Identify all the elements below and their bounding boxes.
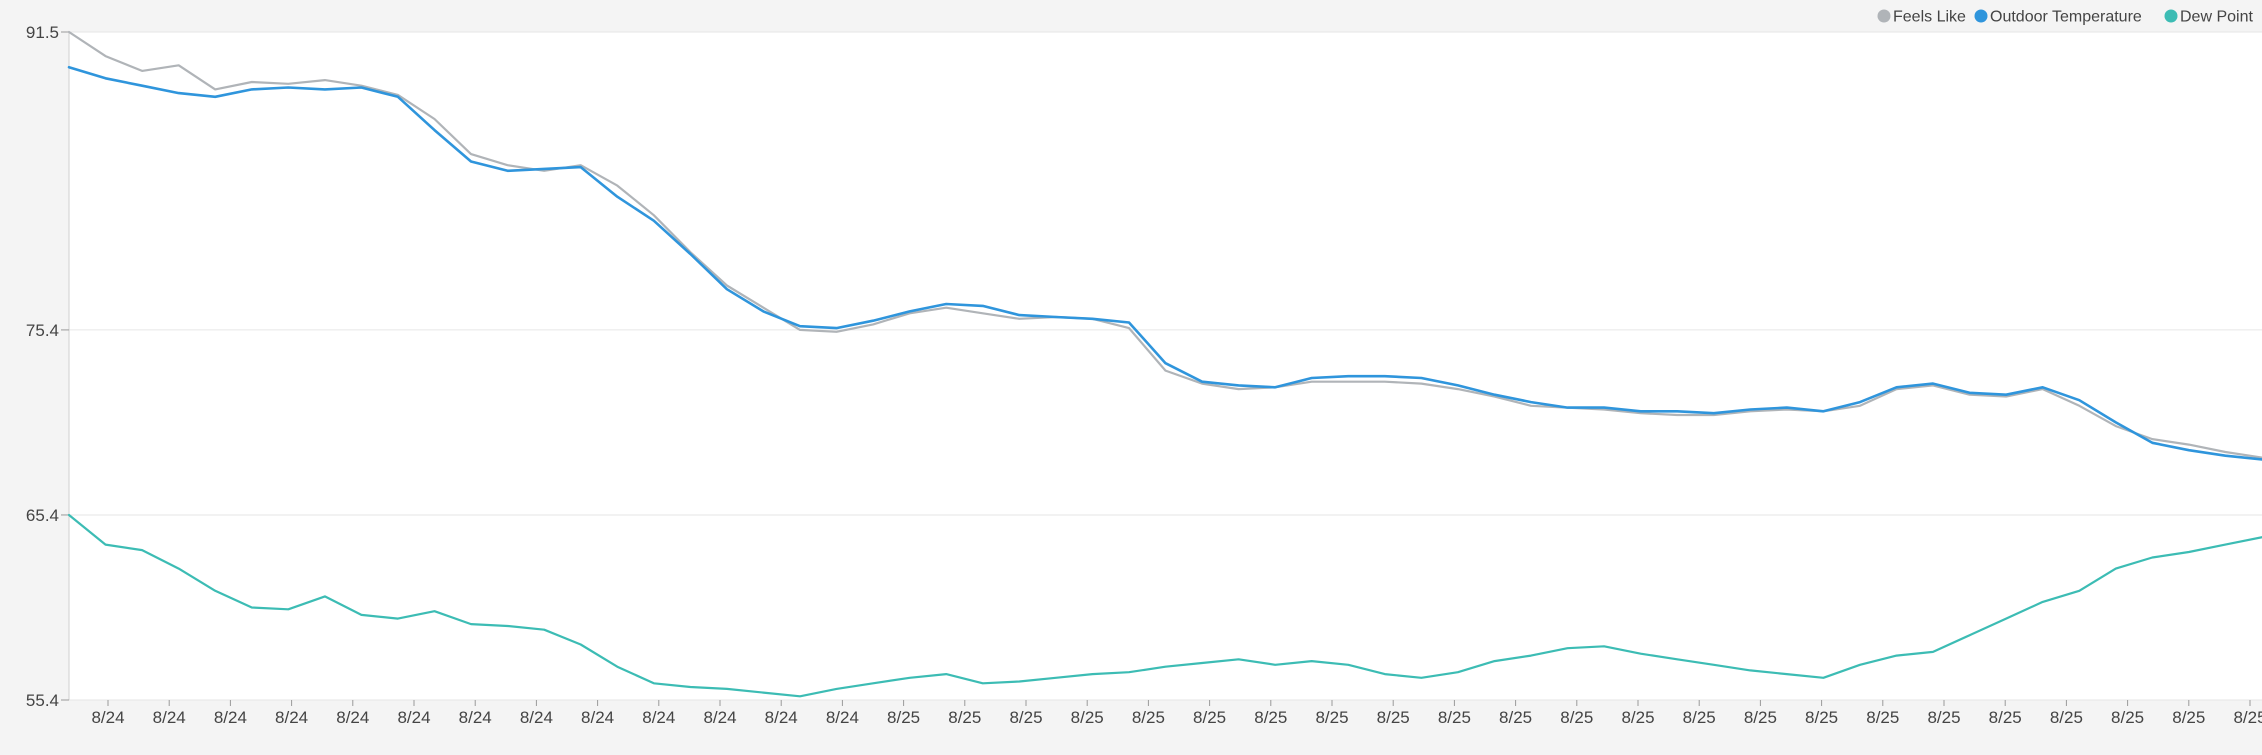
legend-label: Dew Point: [2180, 9, 2253, 26]
x-tick-label: 8/25: [1744, 708, 1777, 727]
plot-background: [69, 32, 2262, 700]
series-line-dew-point: [67, 513, 2262, 698]
x-tick-label: 8/25: [948, 708, 981, 727]
y-tick-labels: 91.5 75.4 65.4 55.4: [26, 23, 69, 710]
series-line-outdoor-temperature: [67, 65, 2262, 461]
x-tick-label: 8/24: [91, 708, 124, 727]
y-tick-label: 65.4: [26, 506, 59, 525]
x-tick-label: 8/25: [2233, 708, 2262, 727]
x-tick-label: 8/25: [1438, 708, 1471, 727]
x-tick-label: 8/25: [2050, 708, 2083, 727]
legend-swatch: [1974, 9, 1988, 23]
x-tick-label: 8/24: [520, 708, 553, 727]
legend-label: Feels Like: [1893, 9, 1966, 26]
x-tick-label: 8/25: [1499, 708, 1532, 727]
x-tick-label: 8/25: [1009, 708, 1042, 727]
series-line-feels-like: [67, 30, 2262, 459]
legend-item-feels-like[interactable]: Feels Like: [1877, 9, 1967, 26]
x-tick-label: 8/24: [153, 708, 186, 727]
x-tick-labels: 8/24 8/24 8/24 8/24 8/24 8/24 8/24 8/24 8/24 8/24…: [91, 700, 2262, 727]
x-tick-label: 8/25: [1989, 708, 2022, 727]
x-tick-label: 8/24: [214, 708, 247, 727]
legend-label: Outdoor Temperature: [1990, 9, 2142, 26]
x-tick-label: 8/25: [1071, 708, 1104, 727]
x-tick-label: 8/25: [2111, 708, 2144, 727]
x-tick-label: 8/25: [1193, 708, 1226, 727]
x-tick-label: 8/25: [1805, 708, 1838, 727]
x-tick-label: 8/24: [275, 708, 308, 727]
x-tick-label: 8/24: [765, 708, 798, 727]
legend-swatch: [2164, 9, 2178, 23]
y-tick-label: 91.5: [26, 23, 59, 42]
legend[interactable]: Feels Like Outdoor Temperature Dew Point: [1877, 9, 2254, 26]
series-lines: [67, 30, 2262, 698]
legend-item-outdoor-temperature[interactable]: Outdoor Temperature: [1974, 9, 2142, 26]
x-tick-label: 8/24: [397, 708, 430, 727]
x-tick-label: 8/24: [336, 708, 369, 727]
x-tick-label: 8/25: [1621, 708, 1654, 727]
x-tick-label: 8/25: [1132, 708, 1165, 727]
legend-item-dew-point[interactable]: Dew Point: [2164, 9, 2254, 26]
x-tick-label: 8/25: [1683, 708, 1716, 727]
x-tick-label: 8/25: [1315, 708, 1348, 727]
y-tick-label: 75.4: [26, 321, 59, 340]
x-tick-label: 8/25: [2172, 708, 2205, 727]
x-tick-label: 8/25: [1560, 708, 1593, 727]
x-tick-label: 8/24: [826, 708, 859, 727]
x-tick-label: 8/24: [642, 708, 675, 727]
legend-swatch: [1877, 9, 1891, 23]
x-tick-label: 8/24: [459, 708, 492, 727]
x-tick-label: 8/24: [581, 708, 614, 727]
grid-lines: [69, 31, 2262, 701]
x-tick-label: 8/25: [1866, 708, 1899, 727]
y-tick-label: 55.4: [26, 691, 59, 710]
x-tick-label: 8/25: [1254, 708, 1287, 727]
x-tick-label: 8/25: [1377, 708, 1410, 727]
x-tick-label: 8/25: [887, 708, 920, 727]
x-tick-label: 8/25: [1927, 708, 1960, 727]
x-tick-label: 8/24: [703, 708, 736, 727]
